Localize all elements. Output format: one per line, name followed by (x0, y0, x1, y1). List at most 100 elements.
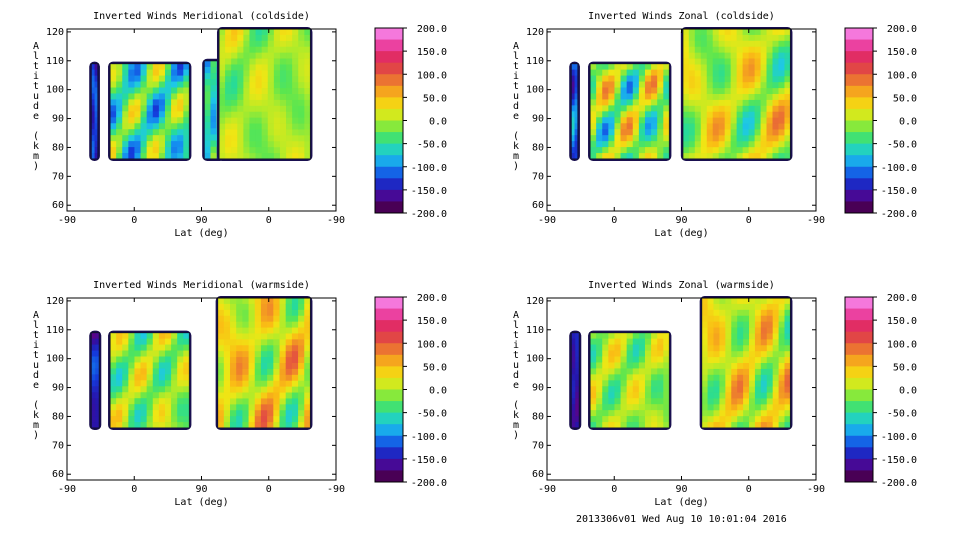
field-cell (602, 117, 609, 124)
field-cell (706, 141, 714, 148)
field-cell (267, 147, 275, 154)
field-cell (242, 386, 249, 393)
field-cell (571, 422, 576, 429)
field-cell (574, 111, 579, 118)
field-cell (713, 410, 720, 417)
field-cell (298, 416, 305, 423)
field-cell (657, 135, 664, 142)
field-cell (122, 404, 129, 411)
field-cell (243, 111, 250, 119)
y-tick-label: 90 (532, 114, 544, 125)
field-cell (134, 380, 141, 387)
field-cell (128, 147, 135, 154)
field-cell (626, 338, 634, 345)
field-cell (91, 404, 96, 411)
colorbar-segment (375, 331, 403, 344)
field-cell (663, 117, 670, 124)
field-cell (304, 147, 311, 154)
field-cell (718, 52, 726, 59)
x-tick-label: 0 (131, 484, 137, 495)
field-cell (632, 147, 640, 154)
field-cell (742, 64, 750, 71)
field-cell (778, 327, 785, 334)
field-cell (128, 422, 135, 429)
field-cell (784, 333, 791, 340)
field-cell (742, 82, 750, 89)
field-cell (718, 29, 726, 36)
field-cell (590, 93, 597, 100)
field-cell (700, 88, 708, 95)
field-cell (644, 416, 652, 423)
field-cell (304, 82, 311, 89)
field-cell (128, 81, 135, 88)
field-cell (110, 350, 117, 357)
field-cell (626, 422, 634, 429)
colorbar-segment (845, 132, 873, 145)
field-cell (626, 75, 634, 82)
field-cell (626, 63, 634, 71)
field-cell (730, 88, 738, 95)
field-cell (116, 392, 123, 399)
field-cell (688, 117, 696, 124)
field-cell (110, 105, 117, 112)
field-cell (242, 345, 249, 352)
field-cell (620, 69, 628, 76)
field-cell (91, 111, 95, 118)
field-region (216, 27, 313, 161)
colorbar-tick-label: 100.0 (417, 339, 447, 350)
field-cell (748, 29, 755, 36)
field-cell (183, 105, 190, 112)
field-cell (298, 70, 305, 77)
field-cell (772, 333, 780, 340)
field-cell (218, 34, 226, 42)
field-cell (731, 339, 738, 346)
field-cell (273, 339, 280, 346)
field-cell (651, 105, 658, 112)
field-cell (152, 141, 160, 148)
field-cell (236, 333, 243, 340)
field-cell (249, 99, 256, 107)
contour-line (109, 63, 190, 160)
field-cell (638, 356, 646, 363)
field-cell (766, 315, 774, 323)
field-cell (122, 362, 129, 369)
field-cell (724, 58, 732, 65)
field-cell (574, 117, 579, 124)
field-cell (304, 52, 311, 59)
field-cell (218, 64, 226, 71)
field-cell (602, 362, 609, 369)
field-cell (651, 398, 658, 405)
field-cell (261, 58, 269, 65)
field-cell (596, 344, 603, 351)
field-cell (164, 374, 172, 381)
field-cell (230, 386, 237, 393)
field-cell (152, 63, 160, 71)
field-cell (291, 327, 299, 334)
field-cell (766, 76, 773, 83)
field-cell (614, 153, 621, 160)
colorbar-segment (845, 377, 873, 390)
field-cell (231, 40, 238, 48)
field-cell (122, 422, 129, 429)
field-cell (261, 70, 269, 77)
field-cell (760, 410, 768, 417)
field-cell (760, 303, 768, 311)
field-cell (217, 380, 225, 388)
field-cell (91, 105, 95, 112)
field-cell (651, 93, 658, 100)
field-cell (230, 351, 237, 358)
field-cell (255, 88, 263, 95)
field-cell (134, 135, 141, 142)
field-cell (183, 422, 190, 429)
colorbar-segment (375, 155, 403, 168)
field-cell (596, 153, 603, 160)
field-cell (754, 111, 761, 119)
field-cell (724, 88, 732, 95)
chart-title: Inverted Winds Meridional (warmside) (93, 280, 310, 291)
field-cell (730, 70, 738, 77)
field-cell (644, 141, 652, 148)
field-cell (279, 64, 287, 71)
field-cell (218, 153, 226, 160)
field-cell (291, 321, 299, 328)
field-cell (730, 58, 738, 65)
